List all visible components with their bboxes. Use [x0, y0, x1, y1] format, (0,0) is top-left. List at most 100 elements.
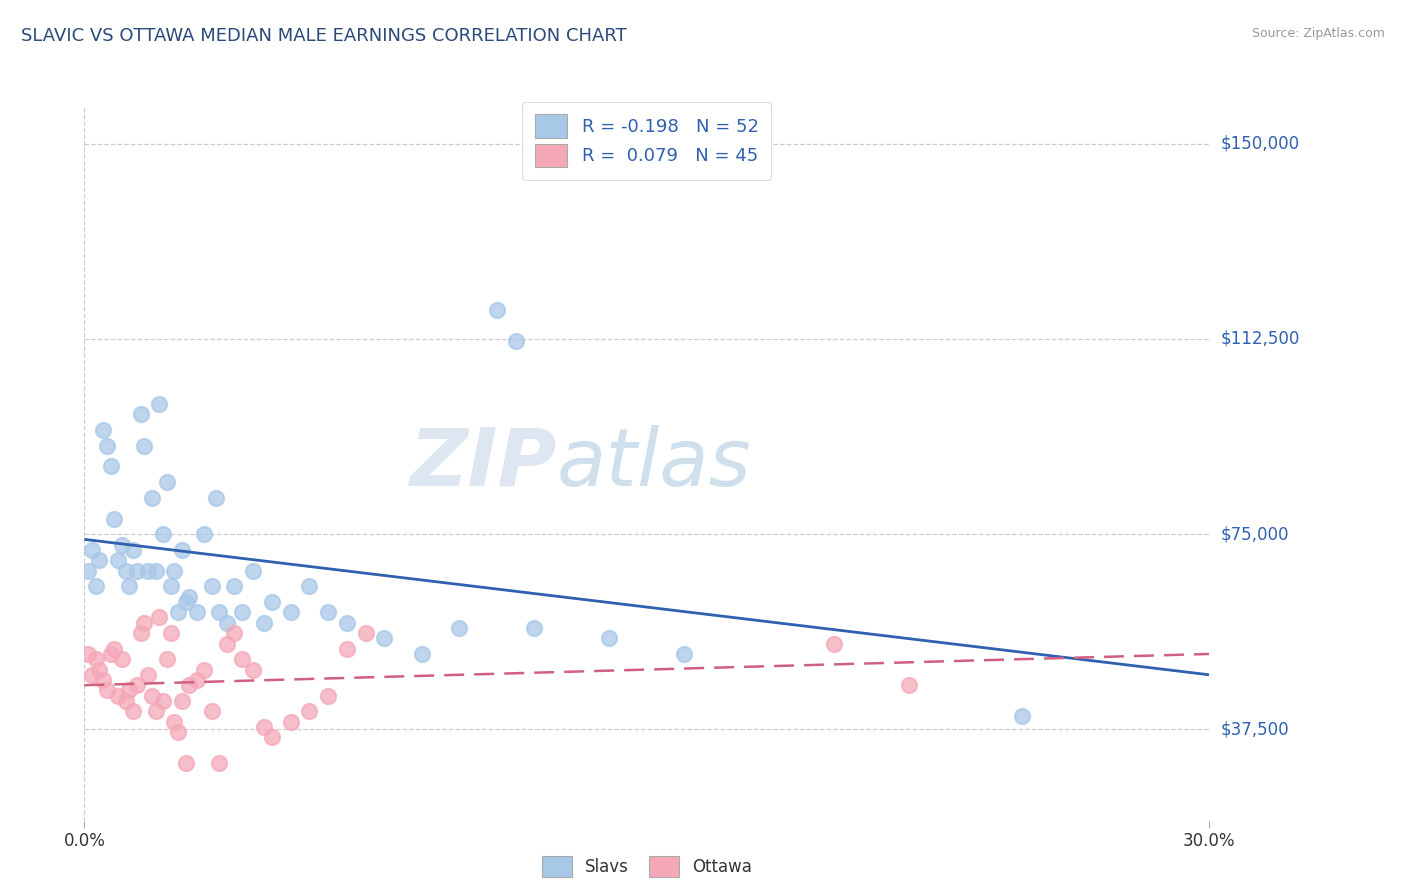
Point — [145, 704, 167, 718]
Point — [159, 626, 181, 640]
Point — [136, 667, 159, 681]
Point — [103, 511, 125, 525]
Point — [89, 553, 111, 567]
Point — [823, 636, 845, 650]
Point — [231, 605, 253, 619]
Point — [193, 527, 215, 541]
Point — [316, 689, 339, 703]
Point — [156, 652, 179, 666]
Point — [163, 714, 186, 729]
Point — [84, 579, 107, 593]
Point — [242, 564, 264, 578]
Point — [96, 439, 118, 453]
Point — [224, 626, 246, 640]
Point — [354, 626, 377, 640]
Point — [449, 621, 471, 635]
Text: $37,500: $37,500 — [1220, 721, 1289, 739]
Point — [673, 647, 696, 661]
Point — [145, 564, 167, 578]
Point — [208, 605, 231, 619]
Point — [107, 553, 129, 567]
Point — [898, 678, 921, 692]
Point — [215, 615, 238, 630]
Point — [186, 605, 208, 619]
Point — [170, 542, 193, 557]
Point — [598, 632, 620, 646]
Point — [336, 615, 359, 630]
Point — [224, 579, 246, 593]
Point — [186, 673, 208, 687]
Point — [134, 439, 156, 453]
Point — [111, 652, 134, 666]
Point — [260, 595, 283, 609]
Point — [485, 303, 508, 318]
Point — [103, 641, 125, 656]
Point — [1011, 709, 1033, 723]
Point — [242, 663, 264, 677]
Point — [152, 527, 174, 541]
Text: $112,500: $112,500 — [1220, 330, 1299, 348]
Point — [373, 632, 395, 646]
Text: Source: ZipAtlas.com: Source: ZipAtlas.com — [1251, 27, 1385, 40]
Point — [159, 579, 181, 593]
Point — [136, 564, 159, 578]
Point — [122, 542, 145, 557]
Point — [152, 694, 174, 708]
Point — [118, 683, 141, 698]
Point — [208, 756, 231, 771]
Text: SLAVIC VS OTTAWA MEDIAN MALE EARNINGS CORRELATION CHART: SLAVIC VS OTTAWA MEDIAN MALE EARNINGS CO… — [21, 27, 627, 45]
Point — [204, 491, 226, 505]
Point — [114, 564, 136, 578]
Point — [231, 652, 253, 666]
Point — [174, 595, 197, 609]
Point — [141, 689, 163, 703]
Text: atlas: atlas — [557, 425, 752, 503]
Point — [148, 397, 170, 411]
Point — [118, 579, 141, 593]
Point — [148, 610, 170, 624]
Point — [96, 683, 118, 698]
Point — [84, 652, 107, 666]
Point — [298, 579, 321, 593]
Point — [100, 459, 122, 474]
Point — [174, 756, 197, 771]
Point — [336, 641, 359, 656]
Point — [89, 663, 111, 677]
Point — [201, 579, 224, 593]
Point — [253, 720, 276, 734]
Point — [100, 647, 122, 661]
Point — [91, 673, 114, 687]
Point — [280, 714, 302, 729]
Point — [260, 731, 283, 745]
Point — [179, 678, 201, 692]
Point — [179, 590, 201, 604]
Point — [411, 647, 433, 661]
Point — [80, 542, 103, 557]
Text: ZIP: ZIP — [409, 425, 557, 503]
Point — [523, 621, 546, 635]
Legend: Slavs, Ottawa: Slavs, Ottawa — [534, 849, 759, 884]
Point — [298, 704, 321, 718]
Point — [167, 725, 190, 739]
Point — [163, 564, 186, 578]
Point — [114, 694, 136, 708]
Point — [91, 423, 114, 437]
Point — [316, 605, 339, 619]
Text: $150,000: $150,000 — [1220, 135, 1299, 153]
Point — [129, 626, 152, 640]
Point — [122, 704, 145, 718]
Point — [141, 491, 163, 505]
Point — [156, 475, 179, 489]
Point — [167, 605, 190, 619]
Point — [201, 704, 224, 718]
Point — [125, 564, 148, 578]
Point — [280, 605, 302, 619]
Point — [253, 615, 276, 630]
Point — [170, 694, 193, 708]
Point — [107, 689, 129, 703]
Point — [134, 615, 156, 630]
Point — [193, 663, 215, 677]
Point — [125, 678, 148, 692]
Point — [215, 636, 238, 650]
Point — [505, 334, 527, 349]
